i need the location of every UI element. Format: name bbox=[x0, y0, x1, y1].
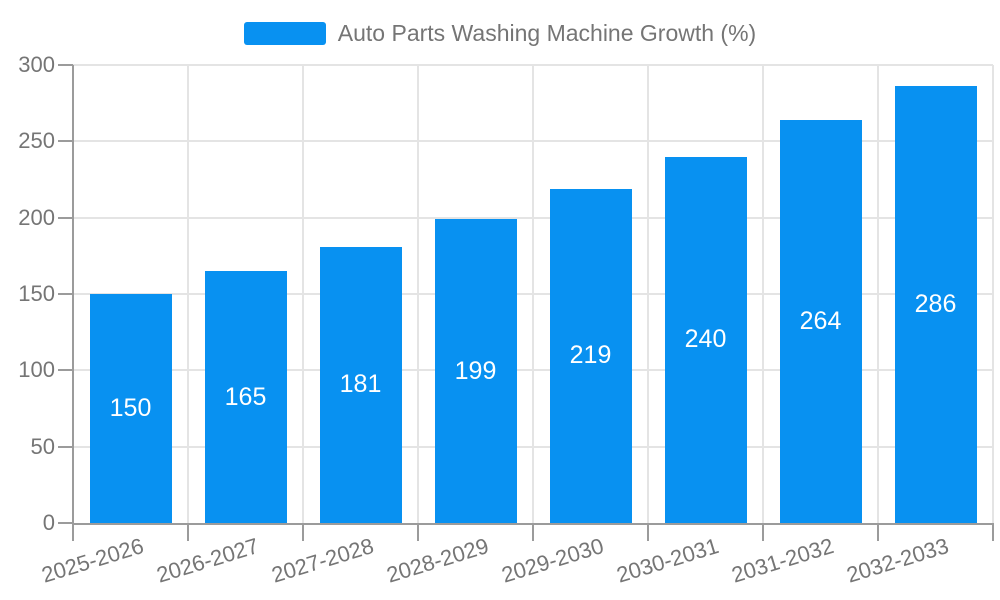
legend-swatch-icon bbox=[243, 21, 326, 45]
legend-item[interactable]: Auto Parts Washing Machine Growth (%) bbox=[243, 19, 757, 47]
gridline-vertical bbox=[992, 65, 994, 523]
y-axis-tick bbox=[58, 445, 73, 448]
bar-value-label: 264 bbox=[799, 306, 842, 335]
y-axis-tick bbox=[58, 64, 73, 66]
legend: Auto Parts Washing Machine Growth (%) bbox=[0, 18, 1000, 48]
y-axis-tick-label: 150 bbox=[18, 281, 55, 306]
x-axis-tick-label: 2029-2030 bbox=[498, 533, 607, 588]
x-axis-tick-label: 2027-2028 bbox=[268, 533, 377, 588]
y-axis-tick-label: 0 bbox=[42, 510, 55, 535]
x-axis-tick bbox=[532, 523, 534, 541]
bar-value-label: 150 bbox=[109, 394, 152, 422]
bar[interactable]: 150 bbox=[89, 294, 172, 523]
bar[interactable]: 181 bbox=[319, 246, 402, 523]
y-axis-tick bbox=[58, 522, 73, 524]
bar-value-label: 240 bbox=[684, 325, 727, 354]
y-axis-line bbox=[72, 65, 74, 523]
legend-label: Auto Parts Washing Machine Growth (%) bbox=[337, 19, 757, 46]
gridline-vertical bbox=[302, 65, 304, 523]
bar[interactable]: 219 bbox=[549, 188, 632, 523]
x-axis-tick bbox=[302, 523, 304, 541]
bar[interactable]: 240 bbox=[664, 156, 747, 523]
bar[interactable]: 286 bbox=[894, 86, 977, 523]
x-axis-tick-label: 2028-2029 bbox=[383, 533, 492, 588]
y-axis-tick bbox=[58, 216, 73, 219]
y-axis-tick-label: 250 bbox=[18, 128, 55, 154]
bar-value-label: 219 bbox=[569, 341, 612, 370]
y-axis-tick-label: 200 bbox=[18, 204, 55, 230]
y-axis-tick-label: 50 bbox=[30, 433, 55, 459]
y-axis-tick bbox=[58, 369, 73, 372]
x-axis-tick-label: 2026-2027 bbox=[153, 533, 262, 588]
x-axis-tick-label: 2032-2033 bbox=[843, 533, 952, 588]
gridline-vertical bbox=[877, 65, 879, 523]
gridline-vertical bbox=[187, 65, 189, 523]
x-axis-tick bbox=[762, 523, 764, 541]
x-axis-tick-label: 2030-2031 bbox=[613, 533, 722, 588]
x-axis-tick-label: 2031-2032 bbox=[728, 533, 837, 588]
x-axis-tick bbox=[647, 523, 649, 541]
y-axis-tick-label: 100 bbox=[18, 357, 55, 383]
y-axis-tick bbox=[58, 293, 73, 295]
y-axis-tick-label: 300 bbox=[18, 52, 55, 77]
bar-value-label: 199 bbox=[454, 356, 497, 385]
bar-value-label: 286 bbox=[914, 290, 957, 319]
gridline-vertical bbox=[532, 65, 534, 523]
x-axis-tick bbox=[72, 523, 74, 541]
x-axis-tick-label: 2025-2026 bbox=[38, 533, 147, 588]
x-axis-tick bbox=[187, 523, 189, 541]
bar[interactable]: 264 bbox=[779, 119, 862, 523]
x-axis-tick bbox=[877, 523, 879, 541]
bar[interactable]: 165 bbox=[204, 271, 287, 523]
gridline-vertical bbox=[762, 65, 764, 523]
x-axis-tick bbox=[417, 523, 419, 541]
bar-value-label: 165 bbox=[224, 382, 267, 411]
gridline-vertical bbox=[647, 65, 649, 523]
bar-value-label: 181 bbox=[339, 370, 382, 399]
bar[interactable]: 199 bbox=[434, 219, 517, 523]
gridline-vertical bbox=[417, 65, 419, 523]
x-axis-tick bbox=[992, 523, 994, 541]
y-axis-tick bbox=[58, 140, 73, 143]
